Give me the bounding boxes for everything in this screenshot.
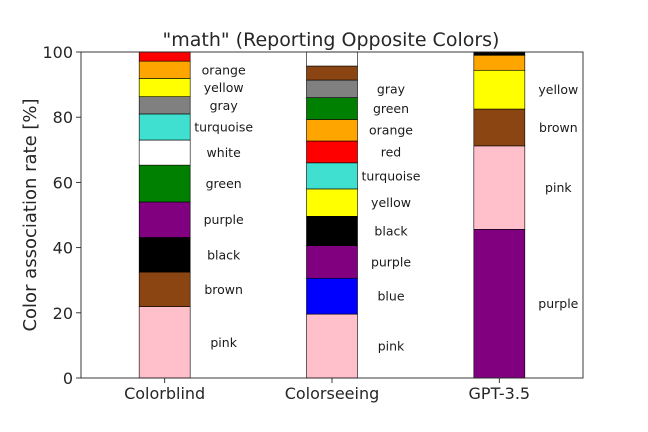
segment-label: black xyxy=(207,247,241,262)
segment-label: blue xyxy=(377,289,404,304)
segment-label: yellow xyxy=(538,82,578,97)
bar-segment-colorblind-black xyxy=(138,237,191,273)
bar-segment-gpt-3-5-pink xyxy=(473,145,526,230)
segment-label: pink xyxy=(378,339,405,354)
segment-label: turquoise xyxy=(362,168,421,183)
bar-segment-colorblind-turquoise xyxy=(138,113,191,141)
bar-segment-colorblind-white xyxy=(138,139,191,166)
y-tick-label: 60 xyxy=(53,173,73,192)
bar-segment-gpt-3-5-orange xyxy=(473,54,526,71)
bar-segment-colorblind-gray xyxy=(138,96,191,115)
y-tick-label: 40 xyxy=(53,239,73,258)
bar-segment-colorblind-orange xyxy=(138,60,191,79)
bar-segment-colorseeing-black xyxy=(306,216,358,246)
segment-label: orange xyxy=(202,62,246,77)
segment-label: green xyxy=(206,176,242,191)
bar-segment-colorseeing-turquoise xyxy=(306,162,358,190)
segment-label: purple xyxy=(204,212,244,227)
segment-label: yellow xyxy=(204,80,244,95)
bar-segment-colorseeing-green xyxy=(306,97,358,120)
chart-title: "math" (Reporting Opposite Colors) xyxy=(163,29,500,51)
bar-segment-colorseeing-purple xyxy=(306,245,358,279)
segment-label: orange xyxy=(369,123,413,138)
bar-segment-colorseeing-white xyxy=(306,51,358,67)
y-tick-label: 100 xyxy=(42,43,73,62)
bar-segment-colorblind-red xyxy=(138,51,191,62)
bar-segment-colorseeing-gray xyxy=(306,79,358,98)
bar-segment-gpt-3-5-brown xyxy=(473,108,526,147)
bar-segment-colorblind-green xyxy=(138,164,191,203)
segment-label: pink xyxy=(545,180,572,195)
segment-label: red xyxy=(381,144,402,159)
bar-segment-colorblind-purple xyxy=(138,201,191,238)
segment-labels-layer: pink brown black purple green white turquoise g… xyxy=(194,62,578,353)
x-category-label: Colorblind xyxy=(124,384,205,403)
axes-layer: 0 20 40 60 80 100 Colorblind Colorseeing GPT-3.5 xyxy=(42,43,584,403)
segment-label: gray xyxy=(210,98,239,113)
y-tick-label: 80 xyxy=(53,108,73,127)
segment-label: white xyxy=(207,145,242,160)
bar-segment-gpt-3-5-yellow xyxy=(473,69,526,110)
bar-segment-colorseeing-brown xyxy=(306,65,358,81)
segment-label: brown xyxy=(539,120,578,135)
bar-segment-gpt-3-5-purple xyxy=(473,229,526,379)
bar-segment-colorseeing-yellow xyxy=(306,188,358,217)
y-tick-label: 20 xyxy=(53,304,73,323)
bar-segment-colorseeing-red xyxy=(306,140,358,164)
x-category-label: Colorseeing xyxy=(285,384,380,403)
bar-segment-colorblind-pink xyxy=(138,306,191,379)
y-axis-label: Color association rate [%] xyxy=(20,98,41,331)
x-category-label: GPT-3.5 xyxy=(469,384,531,403)
segment-label: gray xyxy=(377,81,406,96)
segment-label: brown xyxy=(204,282,243,297)
segment-label: black xyxy=(374,223,408,238)
bar-segment-colorseeing-pink xyxy=(306,313,358,379)
segment-label: purple xyxy=(371,254,411,269)
bar-segment-colorseeing-blue xyxy=(306,277,358,315)
bar-segment-colorblind-yellow xyxy=(138,78,191,97)
segment-label: yellow xyxy=(371,195,411,210)
bar-segment-colorblind-brown xyxy=(138,271,191,307)
bar-segment-colorseeing-orange xyxy=(306,119,358,142)
segment-label: green xyxy=(373,101,409,116)
bars-layer xyxy=(138,51,526,379)
segment-label: purple xyxy=(538,296,578,311)
bar-segment-gpt-3-5-black xyxy=(473,51,526,56)
segment-label: turquoise xyxy=(194,119,253,134)
y-tick-label: 0 xyxy=(63,369,73,388)
segment-label: pink xyxy=(210,335,237,350)
